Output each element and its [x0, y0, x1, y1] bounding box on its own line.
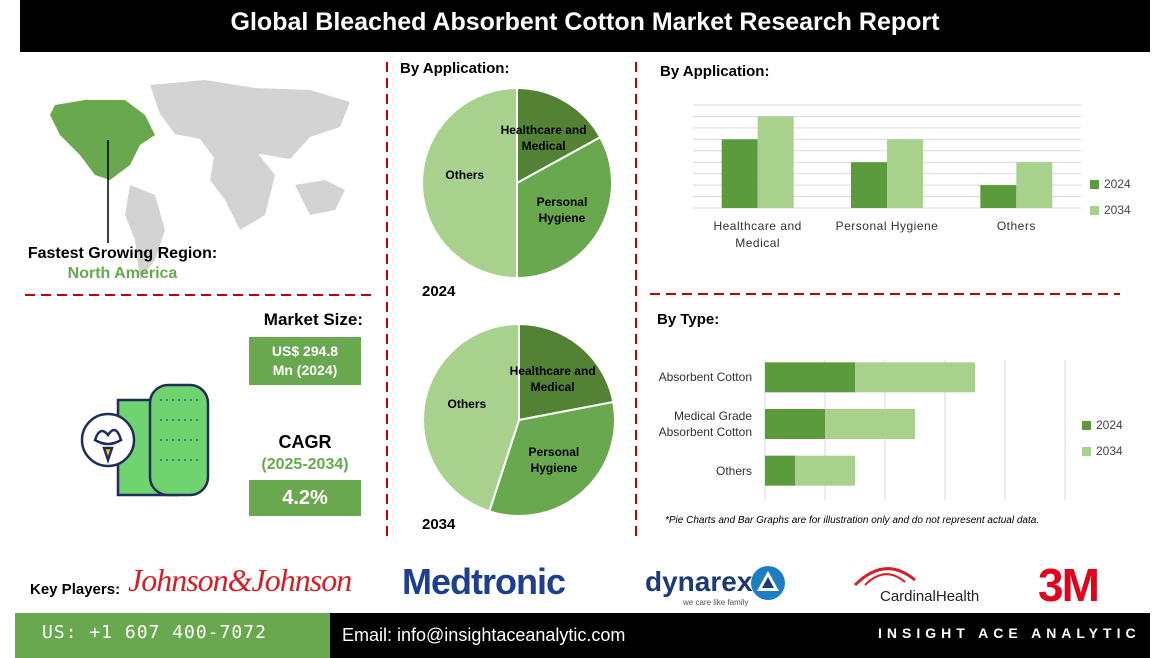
legend-label: 2034 — [1104, 203, 1131, 217]
bar — [765, 362, 855, 393]
legend-swatch — [1082, 447, 1091, 456]
header-title: Global Bleached Absorbent Cotton Market … — [230, 8, 940, 36]
pie-label: Personal Hygiene — [528, 444, 580, 475]
cagr-value: 4.2% — [249, 480, 361, 516]
company-logo: Medtronic — [402, 561, 566, 602]
company-tagline: we care like family — [683, 598, 749, 607]
legend-swatch — [1090, 180, 1099, 189]
pie-slice — [488, 400, 616, 517]
header-bar — [20, 0, 1150, 52]
bar — [855, 362, 975, 393]
footer-email: Email: info@insightaceanalytic.com — [342, 625, 626, 645]
legend-swatch — [1090, 206, 1099, 215]
market-size-value: US$ 294.8 Mn (2024) — [249, 337, 361, 385]
x-tick-label: Healthcare and Medical — [713, 219, 802, 250]
footer-phone-box — [15, 613, 330, 658]
key-players-label: Key Players: — [30, 581, 121, 598]
bar — [980, 185, 1017, 208]
cagr-label: CAGR — [278, 432, 332, 452]
world-map — [125, 80, 350, 280]
bar — [765, 409, 825, 439]
legend-swatch — [1082, 421, 1091, 430]
company-logo: dynarex — [645, 566, 753, 597]
pie-slice — [422, 322, 520, 513]
y-tick-label: Others — [715, 463, 752, 478]
y-tick-label: Absorbent Cotton — [658, 370, 752, 385]
cardinal-icon — [853, 567, 916, 587]
pie-slice — [516, 135, 613, 280]
cotton-icon — [80, 383, 210, 497]
bar — [887, 139, 923, 208]
pie-slice — [421, 86, 518, 280]
chart-title: By Application: — [660, 63, 770, 80]
bar — [795, 455, 855, 486]
region-value: North America — [67, 265, 178, 282]
company-logo: Johnson&Johnson — [128, 562, 352, 598]
bar — [825, 409, 915, 439]
pie-label: Healthcare and Medical — [500, 123, 587, 154]
pie-slice — [518, 322, 615, 422]
y-tick-label: Medical Grade Absorbent Cotton — [658, 409, 752, 439]
pie-label: Personal Hygiene — [536, 194, 588, 225]
north-america — [50, 100, 155, 180]
legend-label: 2024 — [1096, 418, 1123, 432]
pie-year: 2024 — [422, 283, 456, 300]
pie-label: Others — [445, 168, 485, 182]
region-label: Fastest Growing Region: — [27, 245, 218, 262]
footer-brand: INSIGHT ACE ANALYTIC — [878, 625, 1141, 641]
bar — [721, 139, 758, 208]
chart-title: By Application: — [400, 60, 510, 77]
pie-label: Healthcare and Medical — [509, 364, 596, 395]
legend-label: 2024 — [1104, 177, 1131, 191]
pie-label: Others — [447, 396, 487, 411]
legend-label: 2034 — [1096, 444, 1123, 458]
footer-phone: US: +1 607 400-7072 — [42, 622, 267, 643]
footer-bar — [330, 613, 1150, 658]
bar — [1016, 162, 1053, 208]
pie-year: 2034 — [422, 516, 456, 533]
bar — [851, 162, 887, 208]
x-tick-label: Personal Hygiene — [835, 219, 939, 233]
x-tick-label: Others — [996, 219, 1036, 233]
chart-title: By Type: — [657, 311, 720, 328]
company-logo: CardinalHealth — [880, 588, 980, 605]
cagr-period: (2025-2034) — [261, 456, 349, 473]
pie-slice — [516, 86, 602, 185]
dynarex-icon — [751, 566, 785, 600]
bar — [765, 455, 795, 486]
company-logo: 3M — [1038, 559, 1100, 611]
bar — [757, 116, 794, 208]
note: *Pie Charts and Bar Graphs are for illus… — [665, 515, 1040, 526]
market-size-label: Market Size: — [263, 310, 363, 329]
